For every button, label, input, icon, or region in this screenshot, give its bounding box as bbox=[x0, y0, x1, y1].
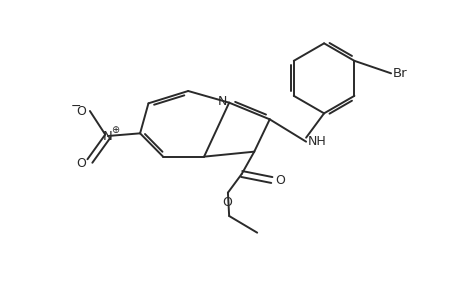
Text: O: O bbox=[76, 157, 86, 169]
Text: Br: Br bbox=[392, 67, 407, 80]
Text: N: N bbox=[103, 130, 112, 142]
Text: −: − bbox=[71, 100, 81, 112]
Text: ⊕: ⊕ bbox=[111, 125, 119, 135]
Text: O: O bbox=[222, 196, 231, 209]
Text: O: O bbox=[274, 173, 284, 187]
Text: O: O bbox=[76, 104, 86, 118]
Text: N: N bbox=[217, 95, 227, 108]
Text: NH: NH bbox=[308, 135, 326, 148]
